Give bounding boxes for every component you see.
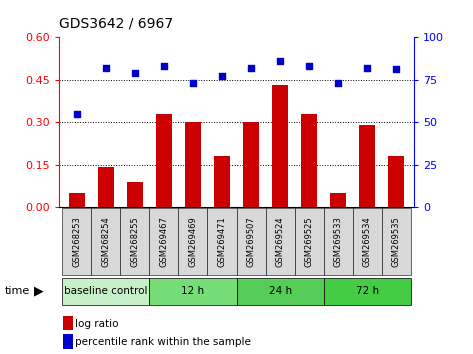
Bar [91,208,120,275]
Bar [324,208,353,275]
Point [334,80,342,86]
Point [218,73,226,79]
Text: baseline control: baseline control [64,286,148,296]
Bar [127,182,143,207]
Point [73,111,80,116]
Bar [149,208,178,275]
Bar [330,193,346,207]
Bar [62,316,73,330]
Bar [265,208,295,275]
Text: GSM269534: GSM269534 [363,216,372,267]
Text: 72 h: 72 h [356,286,379,296]
Bar [214,156,230,207]
Text: time: time [5,286,30,296]
Text: GSM269533: GSM269533 [334,216,343,267]
Bar [62,335,73,349]
Bar [208,208,236,275]
Bar [359,125,376,207]
Text: GSM269469: GSM269469 [188,216,197,267]
Text: ▶: ▶ [34,285,44,298]
Point [276,58,284,64]
Text: percentile rank within the sample: percentile rank within the sample [76,337,251,347]
Bar [62,208,91,275]
Bar [243,122,259,207]
Bar [301,114,317,207]
Bar [156,114,172,207]
Point [306,63,313,69]
Bar [382,208,411,275]
Text: GSM268255: GSM268255 [130,216,139,267]
Point [393,67,400,72]
Bar [295,208,324,275]
Text: GSM268254: GSM268254 [101,216,110,267]
Bar [353,208,382,275]
Bar [62,278,149,305]
Point [131,70,139,76]
Bar [120,208,149,275]
Bar [388,156,404,207]
Text: GSM269507: GSM269507 [246,216,255,267]
Text: 24 h: 24 h [269,286,292,296]
Bar [272,85,288,207]
Bar [236,278,324,305]
Text: 12 h: 12 h [181,286,204,296]
Point [189,80,197,86]
Bar [149,278,236,305]
Bar [69,193,85,207]
Point [102,65,109,70]
Text: GSM269525: GSM269525 [305,216,314,267]
Text: GSM269535: GSM269535 [392,216,401,267]
Text: GSM269467: GSM269467 [159,216,168,267]
Text: GSM269471: GSM269471 [218,216,227,267]
Point [160,63,167,69]
Bar [178,208,208,275]
Point [364,65,371,70]
Text: log ratio: log ratio [76,319,119,329]
Bar [236,208,265,275]
Text: GSM269524: GSM269524 [276,216,285,267]
Text: GDS3642 / 6967: GDS3642 / 6967 [59,16,173,30]
Bar [324,278,411,305]
Point [247,65,255,70]
Text: GSM268253: GSM268253 [72,216,81,267]
Bar [185,122,201,207]
Bar [97,167,114,207]
